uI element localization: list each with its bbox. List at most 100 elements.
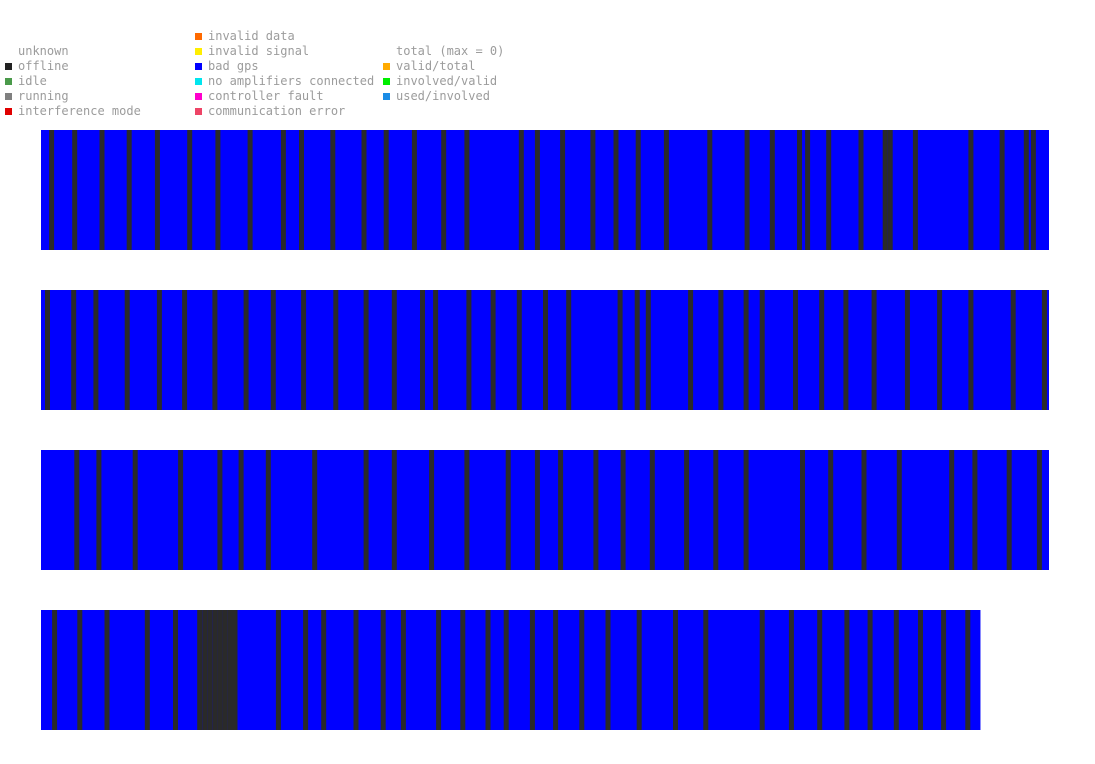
offline-mark <box>703 610 709 730</box>
offline-mark <box>178 450 184 570</box>
legend-item: valid/total <box>383 59 476 74</box>
offline-mark <box>941 610 947 730</box>
legend-label: total (max = 0) <box>396 44 505 58</box>
offline-mark <box>301 290 307 410</box>
legend-swatch <box>5 78 12 85</box>
legend-label: no amplifiers connected <box>208 74 375 88</box>
offline-mark <box>96 450 102 570</box>
offline-mark <box>154 130 160 250</box>
offline-mark <box>299 130 304 250</box>
offline-mark <box>617 290 623 410</box>
offline-mark <box>904 290 910 410</box>
offline-mark <box>826 130 832 250</box>
offline-mark <box>74 450 80 570</box>
offline-mark <box>887 130 893 250</box>
legend-label: running <box>18 89 69 103</box>
offline-mark <box>1006 450 1012 570</box>
offline-mark <box>243 290 249 410</box>
legend-label: valid/total <box>396 59 476 73</box>
offline-mark <box>968 290 974 410</box>
offline-mark <box>1010 290 1016 410</box>
offline-mark <box>918 610 923 730</box>
offline-mark <box>972 450 978 570</box>
offline-mark <box>871 290 877 410</box>
offline-mark <box>620 450 626 570</box>
timeline-strip <box>41 130 1049 250</box>
offline-mark <box>270 290 276 410</box>
legend-label: communication error <box>208 104 346 118</box>
offline-mark <box>217 610 223 730</box>
legend-label: idle <box>18 74 47 88</box>
offline-mark <box>124 290 130 410</box>
offline-mark <box>759 290 765 410</box>
offline-mark <box>684 450 690 570</box>
timeline-strip <box>41 450 1049 570</box>
offline-mark <box>380 610 386 730</box>
offline-mark <box>265 450 271 570</box>
offline-mark <box>202 610 208 730</box>
offline-mark <box>516 290 522 410</box>
legend-label: offline <box>18 59 69 73</box>
legend-item: running <box>5 89 69 104</box>
offline-mark <box>71 290 77 410</box>
offline-mark <box>999 130 1005 250</box>
offline-mark <box>222 610 228 730</box>
offline-mark <box>429 450 435 570</box>
offline-mark <box>893 610 899 730</box>
offline-mark <box>312 450 318 570</box>
offline-mark <box>466 290 472 410</box>
offline-mark <box>503 610 509 730</box>
offline-mark <box>232 610 238 730</box>
offline-mark <box>793 290 798 410</box>
offline-mark <box>93 290 99 410</box>
offline-mark <box>743 290 749 410</box>
legend-swatch <box>195 78 202 85</box>
offline-mark <box>391 450 397 570</box>
offline-mark <box>743 450 749 570</box>
offline-mark <box>72 130 78 250</box>
offline-mark <box>363 290 369 410</box>
offline-mark <box>965 610 971 730</box>
offline-mark <box>217 450 223 570</box>
offline-mark <box>867 610 873 730</box>
timeline-strip <box>41 610 981 730</box>
legend-label: used/involved <box>396 89 490 103</box>
offline-mark <box>411 130 417 250</box>
offline-mark <box>420 290 425 410</box>
offline-mark <box>817 610 823 730</box>
offline-mark <box>333 290 339 410</box>
legend-item: controller fault <box>195 89 324 104</box>
offline-mark <box>718 290 724 410</box>
offline-mark <box>77 610 83 730</box>
legend-swatch <box>195 63 202 70</box>
legend-swatch <box>195 108 202 115</box>
offline-mark <box>673 610 678 730</box>
offline-mark <box>280 130 286 250</box>
offline-mark <box>858 130 864 250</box>
legend-swatch <box>383 93 390 100</box>
offline-mark <box>45 290 50 410</box>
offline-mark <box>713 450 719 570</box>
offline-mark <box>212 610 218 730</box>
offline-mark <box>707 130 713 250</box>
offline-mark <box>968 130 974 250</box>
legend-swatch <box>5 108 12 115</box>
legend-item: offline <box>5 59 69 74</box>
offline-mark <box>566 290 572 410</box>
offline-mark <box>1030 130 1036 250</box>
offline-mark <box>769 130 775 250</box>
offline-mark <box>558 450 564 570</box>
offline-mark <box>937 290 943 410</box>
offline-mark <box>797 130 802 250</box>
legend-swatch <box>195 48 202 55</box>
legend-item: bad gps <box>195 59 259 74</box>
legend-swatch <box>5 63 12 70</box>
offline-mark <box>303 610 309 730</box>
offline-mark <box>861 450 867 570</box>
offline-mark <box>207 610 213 730</box>
offline-mark <box>391 290 397 410</box>
legend-label: unknown <box>18 44 69 58</box>
offline-mark <box>1036 450 1042 570</box>
offline-mark <box>613 130 619 250</box>
